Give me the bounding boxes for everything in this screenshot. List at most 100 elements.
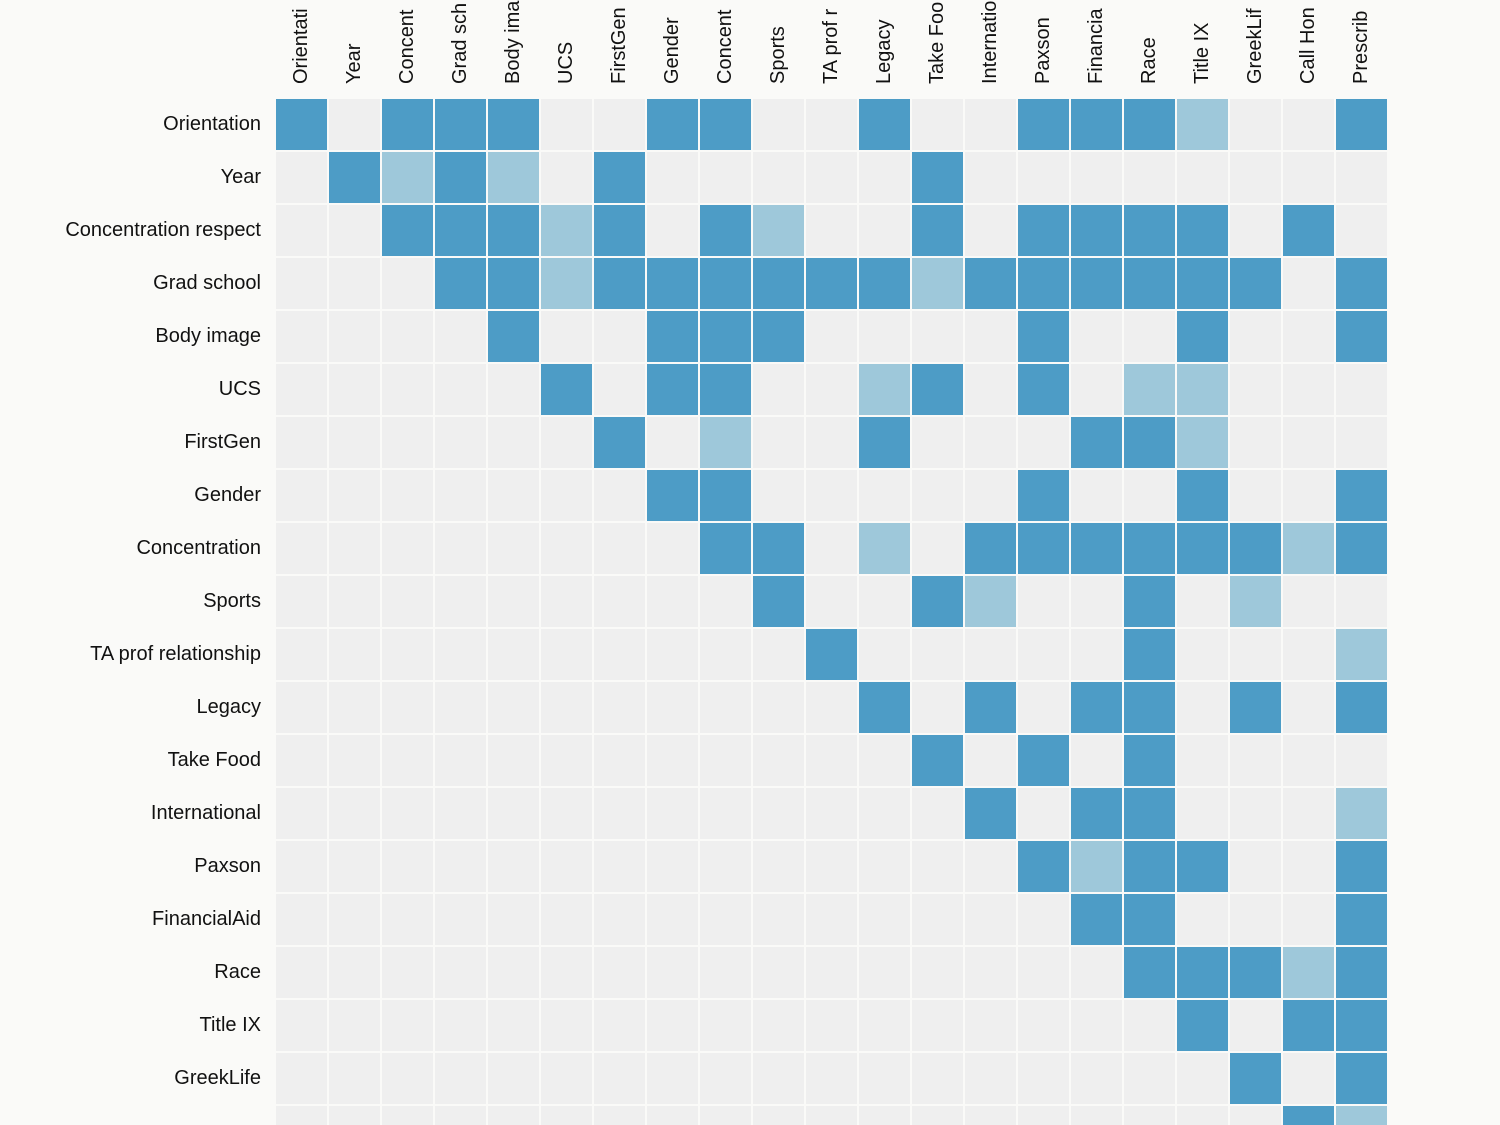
cell (1336, 788, 1387, 839)
cell (965, 629, 1016, 680)
cell (1124, 258, 1175, 309)
cell (647, 205, 698, 256)
cell (1230, 523, 1281, 574)
cell (647, 1053, 698, 1104)
cell (541, 205, 592, 256)
cell (1283, 205, 1334, 256)
cell (1283, 894, 1334, 945)
cell (806, 152, 857, 203)
cell (806, 576, 857, 627)
cell (700, 841, 751, 892)
cell (1018, 735, 1069, 786)
cell (647, 1106, 698, 1125)
column-label: Internatio (979, 1, 1001, 84)
cell (594, 947, 645, 998)
cell (647, 788, 698, 839)
cell (912, 841, 963, 892)
cell (276, 629, 327, 680)
cell (435, 417, 486, 468)
cell (912, 576, 963, 627)
cell (1018, 841, 1069, 892)
cell (806, 1000, 857, 1051)
cell (700, 735, 751, 786)
cell (1336, 682, 1387, 733)
cell (488, 682, 539, 733)
cell (1177, 417, 1228, 468)
cell (1230, 364, 1281, 415)
cell (753, 1106, 804, 1125)
cell (965, 841, 1016, 892)
cell (329, 682, 380, 733)
cell (1018, 1000, 1069, 1051)
cell (435, 682, 486, 733)
cell (1124, 99, 1175, 150)
cell (912, 152, 963, 203)
cell (1071, 947, 1122, 998)
row-label: TA prof relationship (90, 643, 261, 665)
cell (859, 258, 910, 309)
cell (329, 258, 380, 309)
cell (488, 205, 539, 256)
cell (912, 470, 963, 521)
cell (435, 788, 486, 839)
cell (541, 735, 592, 786)
cell (276, 841, 327, 892)
cell (1018, 629, 1069, 680)
cell (647, 470, 698, 521)
cell (276, 258, 327, 309)
cell (753, 311, 804, 362)
cell (1336, 576, 1387, 627)
cell (594, 205, 645, 256)
cell (1124, 470, 1175, 521)
cell (1283, 470, 1334, 521)
cell (965, 682, 1016, 733)
cell (594, 417, 645, 468)
row-label: Paxson (194, 855, 261, 877)
cell (700, 152, 751, 203)
cell (435, 841, 486, 892)
cell (594, 576, 645, 627)
cell (276, 1053, 327, 1104)
cell (435, 523, 486, 574)
cell (806, 470, 857, 521)
cell (382, 364, 433, 415)
cell (806, 311, 857, 362)
cell (382, 1053, 433, 1104)
cell (859, 682, 910, 733)
cell (700, 311, 751, 362)
cell (1336, 894, 1387, 945)
cell (1177, 1000, 1228, 1051)
cell (1177, 205, 1228, 256)
cell (1283, 152, 1334, 203)
cell (382, 947, 433, 998)
cell (1018, 417, 1069, 468)
cell (859, 205, 910, 256)
cell (912, 258, 963, 309)
cell (541, 947, 592, 998)
cell (1283, 1053, 1334, 1104)
cell (1230, 152, 1281, 203)
cell (541, 1000, 592, 1051)
cell (753, 947, 804, 998)
cell (276, 788, 327, 839)
cell (276, 417, 327, 468)
cell (1071, 470, 1122, 521)
cell (806, 947, 857, 998)
cell (1071, 894, 1122, 945)
cell (912, 947, 963, 998)
row-label: Sports (203, 590, 261, 612)
cell (912, 99, 963, 150)
cell (1018, 788, 1069, 839)
cell (435, 735, 486, 786)
cell (700, 205, 751, 256)
cell (1018, 364, 1069, 415)
cell (753, 1000, 804, 1051)
cell (1071, 1106, 1122, 1125)
cell (753, 258, 804, 309)
cell (329, 735, 380, 786)
cell (806, 894, 857, 945)
cell (753, 788, 804, 839)
cell (1124, 894, 1175, 945)
cell (1018, 470, 1069, 521)
